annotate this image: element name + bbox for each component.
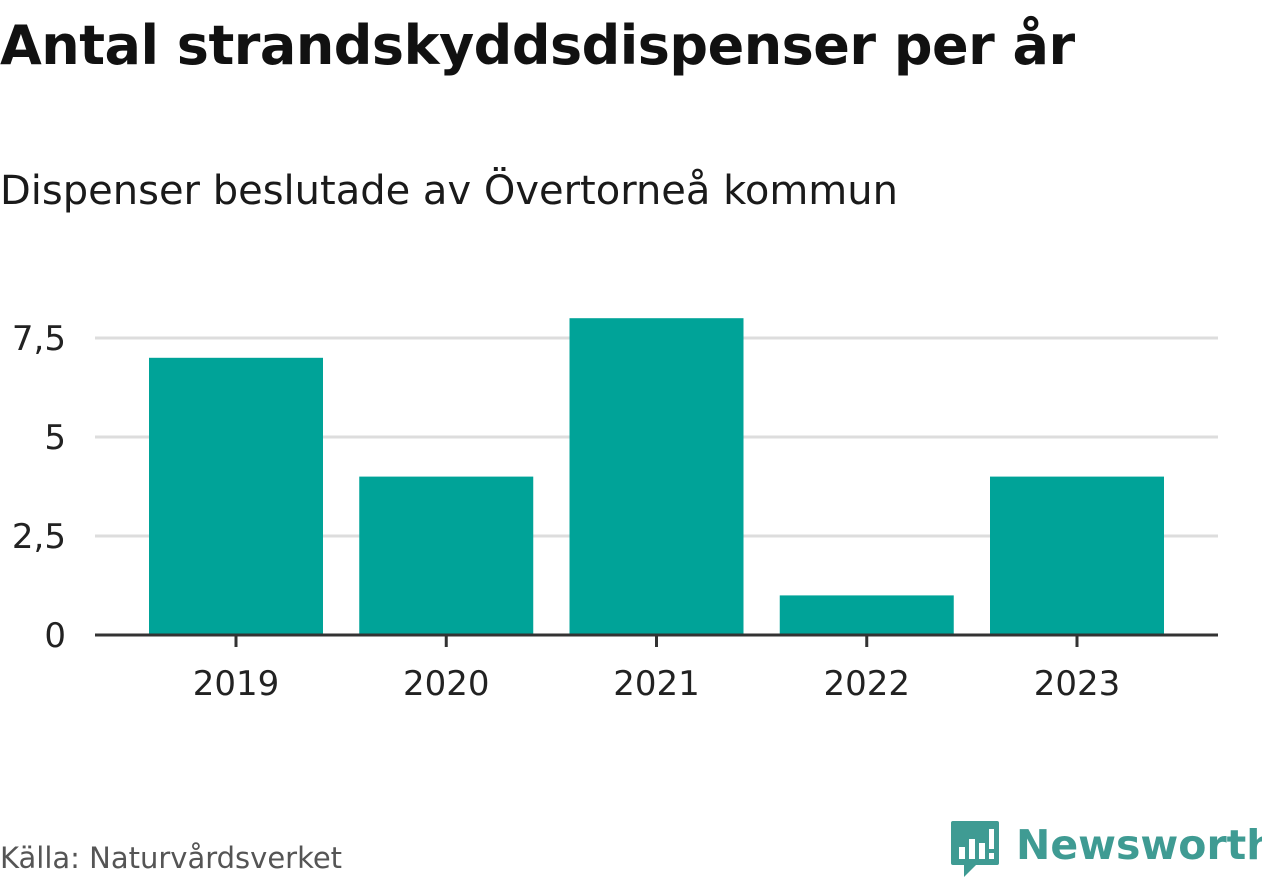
- source-note: Källa: Naturvårdsverket: [0, 841, 343, 875]
- bar-2023: [990, 476, 1164, 635]
- bar-2019: [149, 357, 323, 635]
- x-tick-label: 2021: [613, 664, 700, 704]
- x-tick-label: 2019: [193, 664, 280, 704]
- tick-labels: 0 2,5 5 7,5 2019 2020 2021 2022 2023: [12, 319, 1120, 704]
- x-tick-label: 2022: [823, 664, 910, 704]
- y-tick-label: 5: [44, 418, 66, 458]
- newsworthy-logo-icon: [951, 821, 999, 877]
- x-tick-label: 2020: [403, 664, 490, 704]
- y-tick-label: 7,5: [12, 319, 66, 359]
- bars: [149, 318, 1164, 635]
- chart-subtitle: Dispenser beslutade av Övertorneå kommun: [0, 168, 898, 214]
- x-axis: [95, 633, 1218, 647]
- chart-title: Antal strandskyddsdispenser per år: [0, 14, 1075, 77]
- y-tick-label: 0: [44, 616, 66, 656]
- brand-name: Newsworthy: [1016, 821, 1262, 869]
- bar-2020: [359, 476, 534, 635]
- bar-2021: [569, 318, 744, 635]
- bar-2022: [779, 595, 954, 635]
- brand-logo[interactable]: Newsworthy: [950, 818, 1262, 880]
- y-tick-label: 2,5: [12, 517, 66, 557]
- x-tick-label: 2023: [1034, 664, 1121, 704]
